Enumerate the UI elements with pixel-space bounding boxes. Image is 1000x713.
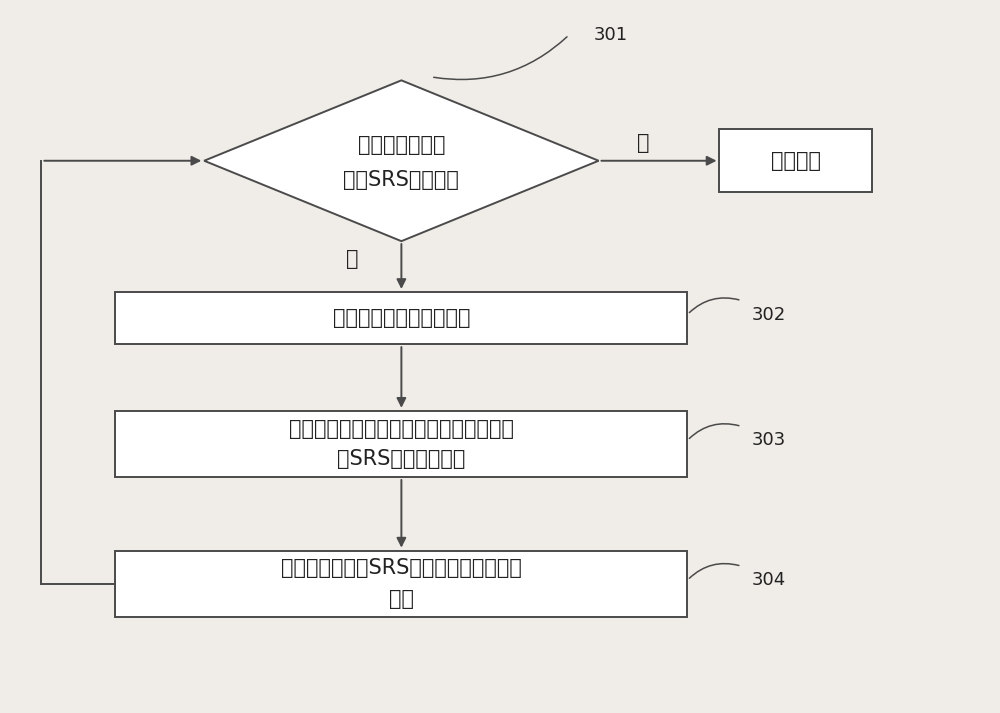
Text: 从可用节点中选择一个可以节点作为用户: 从可用节点中选择一个可以节点作为用户	[289, 419, 514, 438]
Text: 用户SRS配置子帧: 用户SRS配置子帧	[343, 170, 459, 190]
Text: 304: 304	[751, 571, 786, 589]
Text: 查找子帧树上的可用节点: 查找子帧树上的可用节点	[333, 308, 470, 328]
Text: 结束流程: 结束流程	[771, 150, 821, 170]
Polygon shape	[204, 81, 599, 241]
Text: 303: 303	[751, 431, 786, 449]
Text: 当前是否需要为: 当前是否需要为	[358, 135, 445, 155]
Text: 节点: 节点	[389, 589, 414, 609]
Text: 是: 是	[346, 250, 358, 270]
FancyBboxPatch shape	[115, 411, 687, 477]
Text: 的SRS子帧配置节点: 的SRS子帧配置节点	[337, 449, 466, 469]
Text: 302: 302	[751, 306, 786, 324]
FancyBboxPatch shape	[719, 129, 872, 193]
FancyBboxPatch shape	[115, 292, 687, 344]
FancyBboxPatch shape	[115, 550, 687, 617]
Text: 否: 否	[637, 133, 649, 153]
Text: 301: 301	[594, 26, 628, 44]
Text: 重置子帧树上与SRS子帧配置节点相关的: 重置子帧树上与SRS子帧配置节点相关的	[281, 558, 522, 578]
